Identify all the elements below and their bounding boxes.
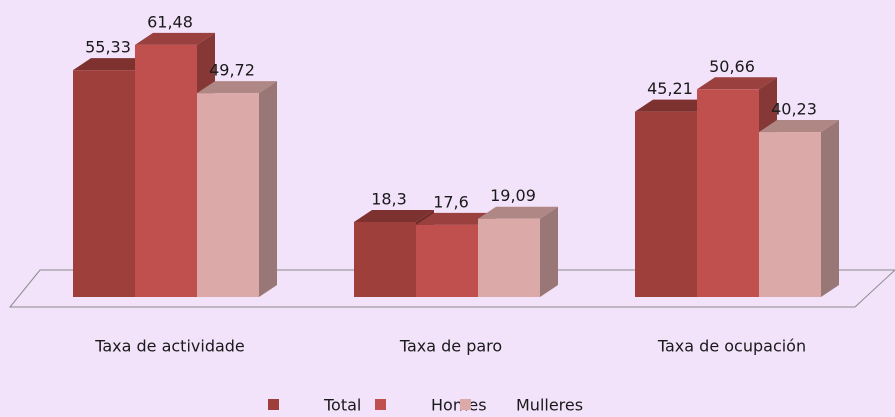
bar-top	[135, 32, 215, 45]
bar-top	[697, 77, 777, 90]
data-label: 55,33	[85, 38, 131, 57]
bar-top	[354, 209, 434, 222]
legend-swatch	[375, 399, 386, 410]
data-label: 17,6	[433, 192, 469, 211]
bar-top	[478, 206, 558, 219]
legend-label: Homes	[431, 396, 487, 415]
bar-side	[540, 206, 558, 297]
legend-label: Total	[323, 396, 361, 415]
data-label: 50,66	[709, 57, 755, 76]
data-label: 40,23	[771, 100, 817, 119]
data-label: 61,48	[147, 12, 193, 31]
bar	[416, 224, 478, 297]
bar	[759, 132, 821, 297]
bar	[478, 218, 540, 297]
bar	[697, 89, 759, 297]
legend-swatch	[460, 399, 471, 410]
bar-top	[73, 58, 153, 71]
bar-top	[759, 120, 839, 133]
x-tick-label: Taxa de ocupación	[657, 337, 806, 356]
bar-side	[821, 120, 839, 297]
legend-swatch	[268, 399, 279, 410]
bar	[635, 111, 697, 297]
data-label: 45,21	[647, 79, 693, 98]
bar-top	[635, 99, 715, 112]
bar	[197, 93, 259, 297]
x-tick-label: Taxa de paro	[399, 337, 502, 356]
bar-top	[197, 81, 277, 94]
data-label: 18,3	[371, 189, 407, 208]
bar	[135, 44, 197, 297]
bar	[73, 70, 135, 297]
legend-label: Mulleres	[516, 396, 583, 415]
bar-side	[259, 81, 277, 297]
x-tick-label: Taxa de actividade	[94, 337, 245, 356]
bar-top	[416, 212, 496, 225]
data-label: 49,72	[209, 61, 255, 80]
data-label: 19,09	[490, 186, 536, 205]
bar	[354, 221, 416, 297]
